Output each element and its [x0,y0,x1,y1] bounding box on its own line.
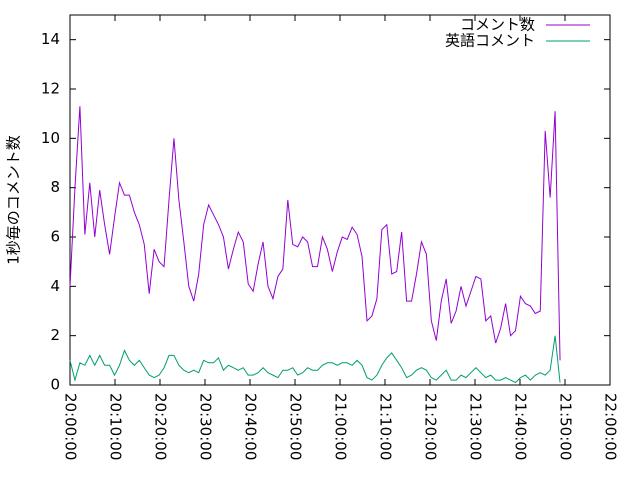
plot-frame [69,14,611,386]
y-tick-label: 6 [50,228,60,246]
y-tick-label: 10 [41,129,60,147]
y-tick-label: 12 [41,80,60,98]
x-tick-label: 21:40:00 [512,393,530,460]
x-tick-label: 20:00:00 [62,393,80,460]
x-tick-label: 21:50:00 [557,393,575,460]
series-line [69,106,561,361]
y-tick-label: 8 [50,178,60,196]
x-tick-label: 21:20:00 [422,393,440,460]
y-axis-label: 1秒毎のコメント数 [5,135,23,265]
x-tick-label: 21:10:00 [377,393,395,460]
legend-label: コメント数 [460,16,535,34]
x-tick-label: 21:00:00 [332,393,350,460]
x-tick-label: 20:50:00 [287,393,305,460]
legend-label: 英語コメント [445,32,535,50]
x-tick-label: 20:20:00 [152,393,170,460]
x-tick-label: 21:30:00 [467,393,485,460]
x-tick-label: 20:10:00 [107,393,125,460]
y-tick-label: 4 [50,277,60,295]
y-tick-label: 0 [50,376,60,394]
x-tick-label: 22:00:00 [602,393,620,460]
y-tick-label: 14 [41,30,60,48]
x-tick-label: 20:40:00 [242,393,260,460]
x-tick-label: 20:30:00 [197,393,215,460]
y-tick-label: 2 [50,326,60,344]
series-line [69,335,561,384]
